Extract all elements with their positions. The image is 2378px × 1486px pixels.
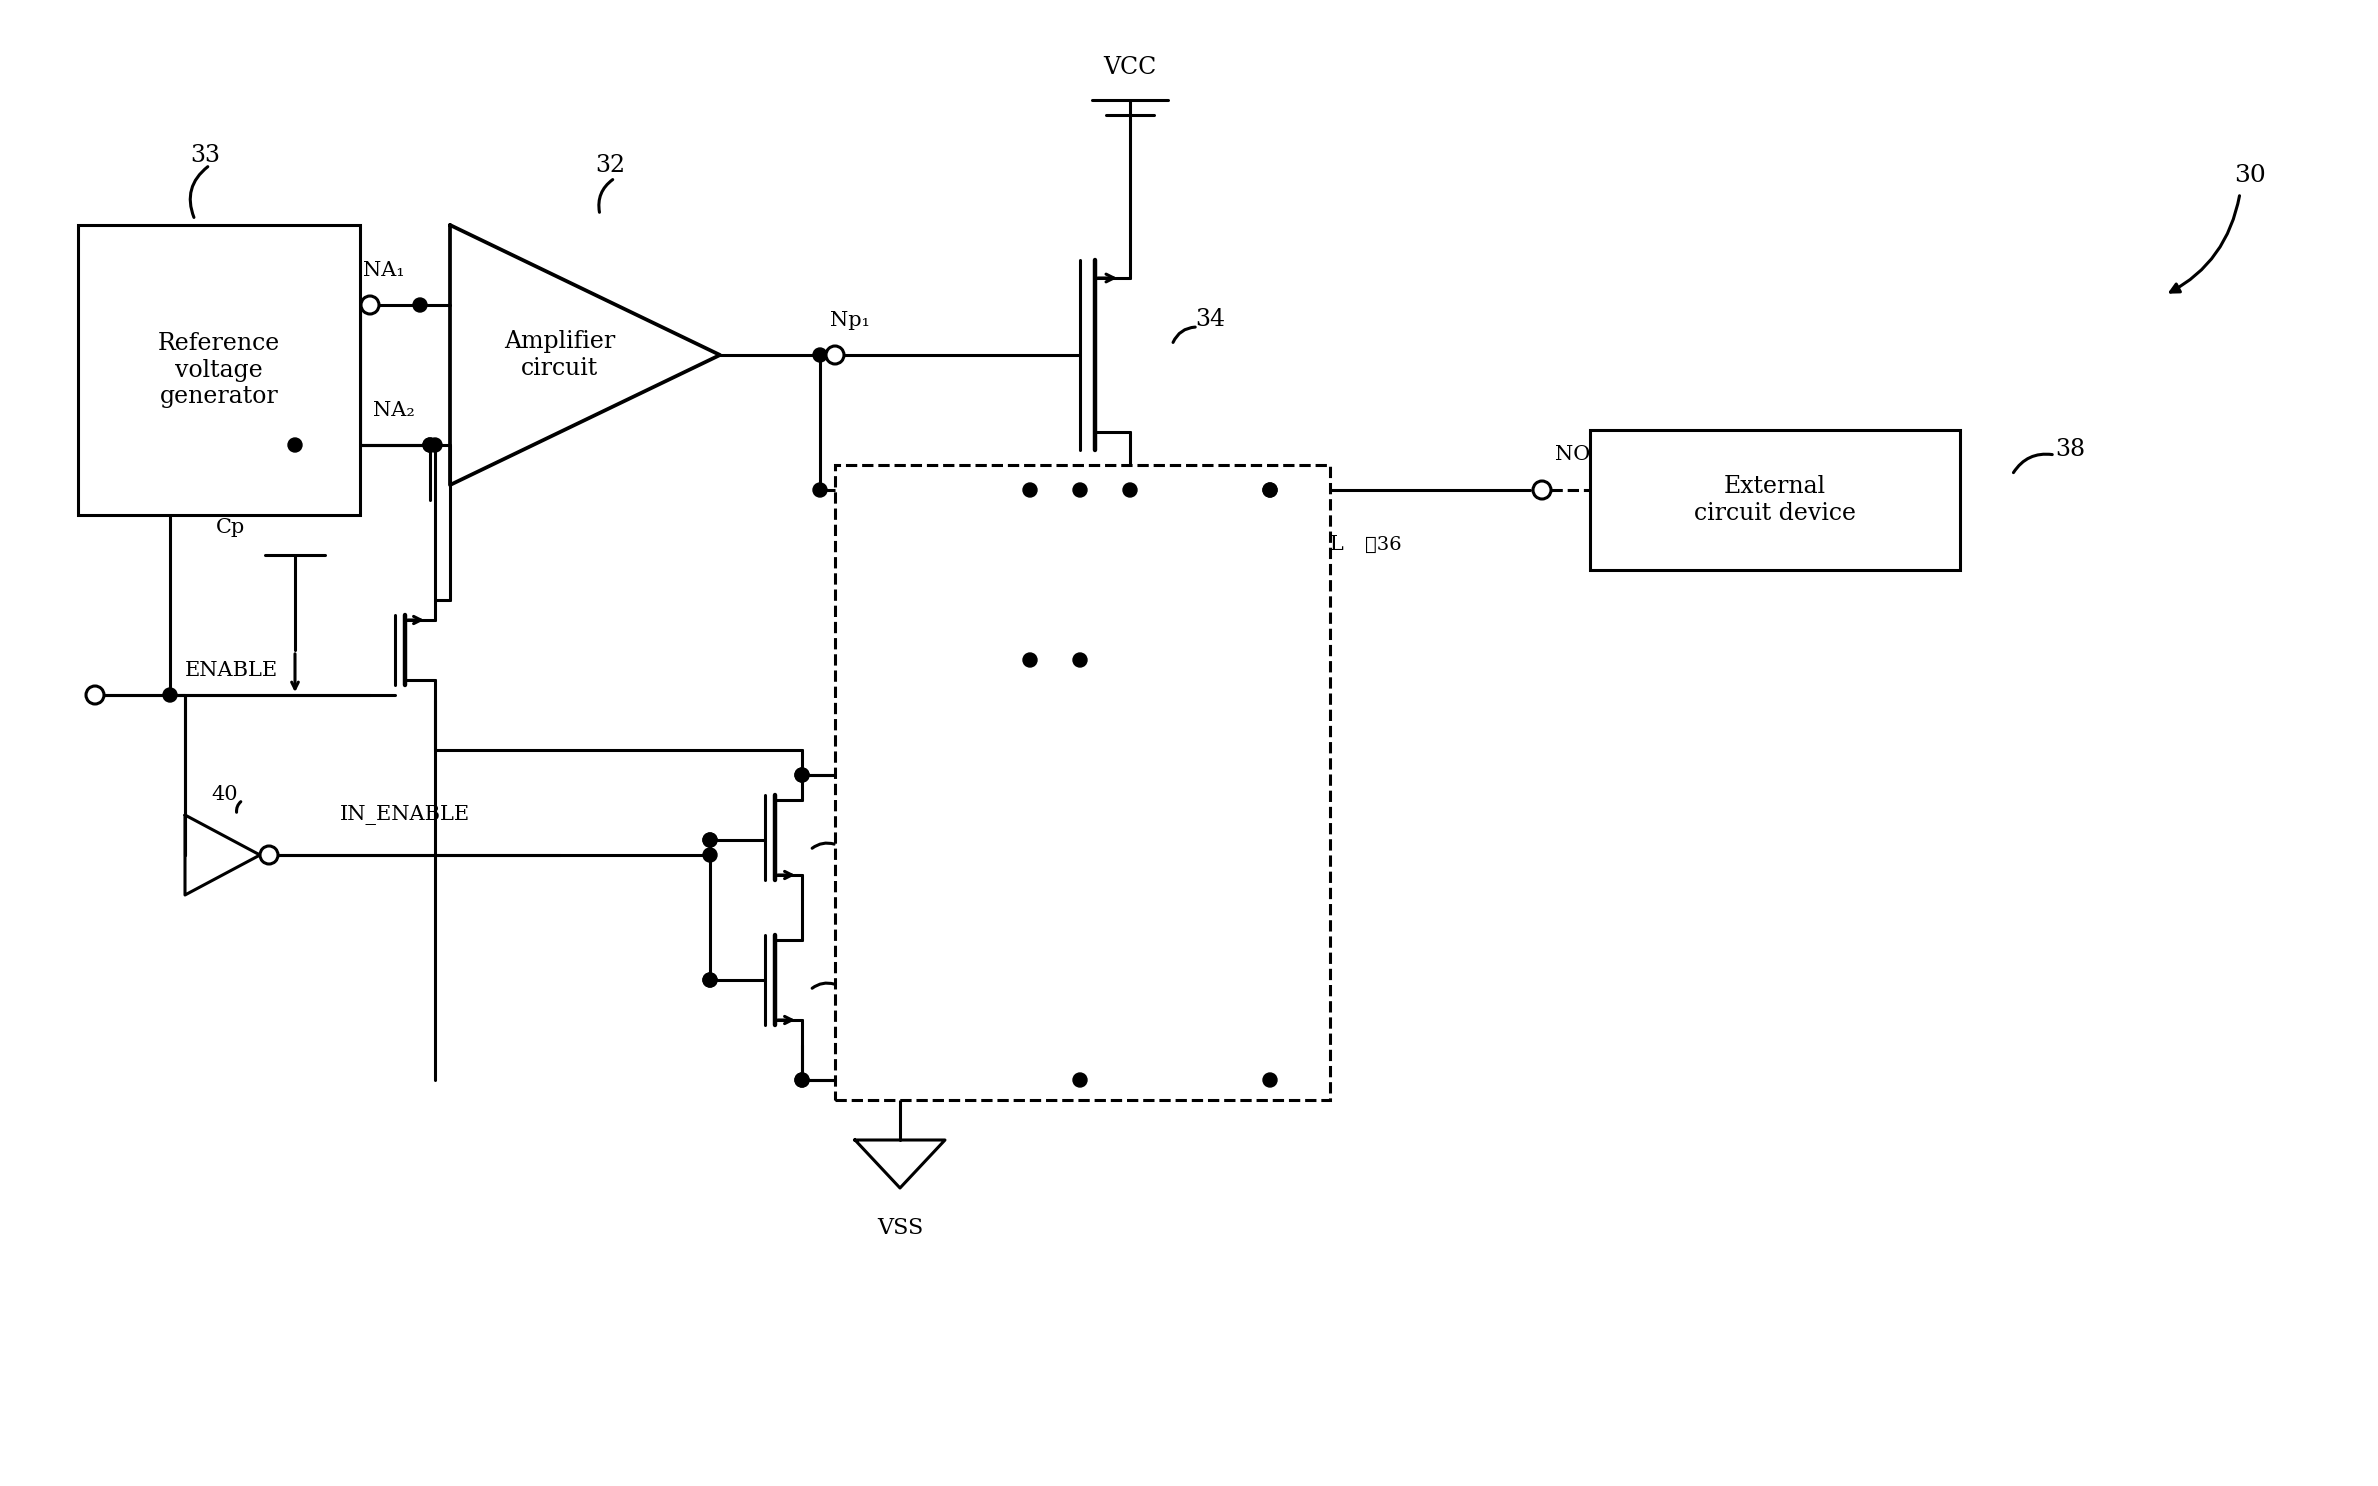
Text: NOUT: NOUT [1555, 446, 1622, 465]
Circle shape [1263, 1073, 1277, 1086]
Circle shape [288, 438, 302, 452]
Circle shape [1023, 483, 1037, 496]
Circle shape [704, 834, 718, 847]
Text: Reference
voltage
generator: Reference voltage generator [157, 331, 281, 409]
Circle shape [794, 768, 809, 782]
Text: 40: 40 [212, 786, 238, 804]
Circle shape [259, 846, 278, 863]
Circle shape [1072, 1073, 1087, 1086]
Circle shape [794, 768, 809, 782]
Circle shape [704, 849, 718, 862]
Text: VCC: VCC [1103, 56, 1156, 79]
Circle shape [361, 296, 378, 314]
Text: ENABLE: ENABLE [185, 660, 278, 679]
Text: Np₁: Np₁ [830, 311, 870, 330]
Circle shape [423, 438, 438, 452]
Circle shape [1122, 483, 1137, 496]
Circle shape [428, 438, 442, 452]
Text: Cp: Cp [216, 519, 245, 536]
Circle shape [1072, 652, 1087, 667]
Circle shape [813, 348, 828, 363]
Circle shape [1263, 483, 1277, 496]
Text: 30: 30 [2233, 163, 2266, 187]
Bar [78, 224, 359, 516]
Circle shape [1072, 483, 1087, 496]
Bar [835, 465, 1329, 1100]
Text: External
circuit device: External circuit device [1693, 476, 1855, 525]
Circle shape [794, 1073, 809, 1086]
Text: 41: 41 [847, 831, 873, 850]
Text: NF₁: NF₁ [918, 621, 961, 639]
Circle shape [1534, 481, 1550, 499]
Circle shape [164, 688, 176, 701]
Circle shape [423, 438, 438, 452]
Text: VSS: VSS [877, 1217, 923, 1239]
Text: IN_ENABLE: IN_ENABLE [340, 805, 471, 825]
Circle shape [704, 973, 718, 987]
Text: 33: 33 [190, 144, 221, 166]
Text: NA₁: NA₁ [364, 260, 404, 279]
Text: RL2: RL2 [1134, 740, 1177, 759]
Text: 34: 34 [1194, 309, 1225, 331]
Circle shape [86, 687, 105, 704]
Text: CL: CL [1315, 535, 1344, 554]
Circle shape [1263, 483, 1277, 496]
Circle shape [794, 1073, 809, 1086]
Text: Amplifier
circuit: Amplifier circuit [504, 330, 616, 380]
Circle shape [414, 299, 428, 312]
Circle shape [825, 346, 844, 364]
Circle shape [1023, 652, 1037, 667]
Text: ∶36: ∶36 [1365, 536, 1401, 554]
Circle shape [704, 973, 718, 987]
Text: 42: 42 [847, 970, 873, 990]
Circle shape [704, 834, 718, 847]
Bar [1591, 429, 1959, 571]
Text: 38: 38 [2055, 438, 2086, 462]
Text: 32: 32 [594, 153, 625, 177]
Text: RL1: RL1 [1134, 566, 1177, 584]
Circle shape [813, 483, 828, 496]
Text: NA₂: NA₂ [373, 401, 416, 419]
